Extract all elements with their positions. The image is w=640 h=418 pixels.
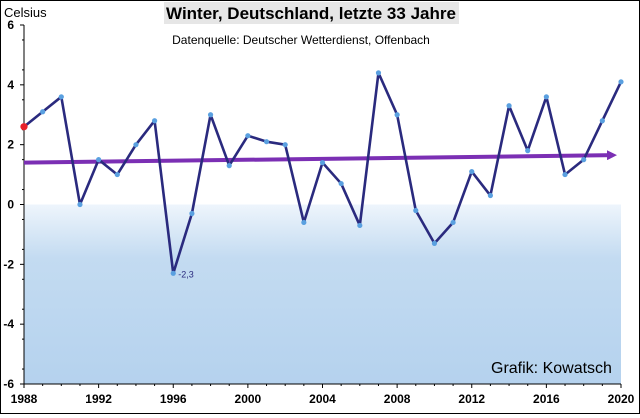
data-point [226, 163, 232, 169]
data-point [263, 139, 270, 145]
data-point [170, 270, 176, 276]
data-point [618, 79, 624, 85]
x-tick-label: 2020 [608, 392, 635, 406]
data-points [20, 70, 624, 276]
x-tick-label: 1996 [160, 392, 187, 406]
y-tick-label: -6 [3, 377, 14, 391]
data-point [189, 210, 195, 217]
data-point [450, 219, 456, 226]
data-point [77, 201, 83, 208]
data-point [133, 142, 139, 148]
data-point [506, 103, 512, 109]
below-zero-shading [24, 204, 621, 384]
data-point [96, 157, 102, 163]
y-tick-label: 4 [7, 78, 14, 92]
data-point [581, 157, 587, 163]
data-point [599, 118, 605, 124]
x-tick-label: 2016 [533, 392, 560, 406]
x-tick-label: 2000 [235, 392, 262, 406]
data-point [114, 171, 120, 178]
data-point [338, 180, 344, 187]
x-tick-label: 2004 [309, 392, 336, 406]
data-point [151, 118, 158, 124]
chart-subtitle: Datenquelle: Deutscher Wetterdienst, Off… [172, 33, 430, 47]
credit-label: Grafik: Kowatsch [491, 360, 612, 377]
data-point [469, 168, 475, 175]
x-tick-label: 2012 [458, 392, 485, 406]
y-tick-label: -2 [3, 257, 14, 271]
data-point [431, 240, 438, 246]
y-axis-label: Celsius [4, 5, 47, 20]
data-point [562, 171, 568, 178]
data-point [525, 148, 531, 154]
data-point [543, 94, 549, 100]
trend-arrow [23, 150, 617, 165]
data-point [375, 70, 382, 76]
data-point [413, 207, 419, 214]
y-tick-label: 2 [7, 138, 14, 152]
chart-title: Winter, Deutschland, letzte 33 Jahre [166, 4, 456, 23]
title-background [164, 2, 459, 24]
data-point [207, 112, 214, 118]
data-point [357, 222, 363, 229]
data-point [319, 160, 326, 166]
data-point [394, 112, 400, 118]
data-point [487, 192, 494, 199]
x-tick-label: 2008 [384, 392, 411, 406]
x-tick-label: 1992 [85, 392, 112, 406]
data-point [245, 133, 251, 139]
y-tick-label: 6 [7, 18, 14, 32]
data-point [282, 142, 288, 148]
data-point [58, 94, 64, 100]
y-tick-label: -4 [3, 317, 14, 331]
y-tick-label: 0 [7, 198, 14, 212]
data-point [20, 123, 28, 131]
annotations: -2,3 [178, 269, 194, 279]
data-point [301, 219, 307, 226]
data-label: -2,3 [178, 269, 194, 279]
x-tick-label: 1988 [11, 392, 38, 406]
data-point [40, 109, 46, 115]
